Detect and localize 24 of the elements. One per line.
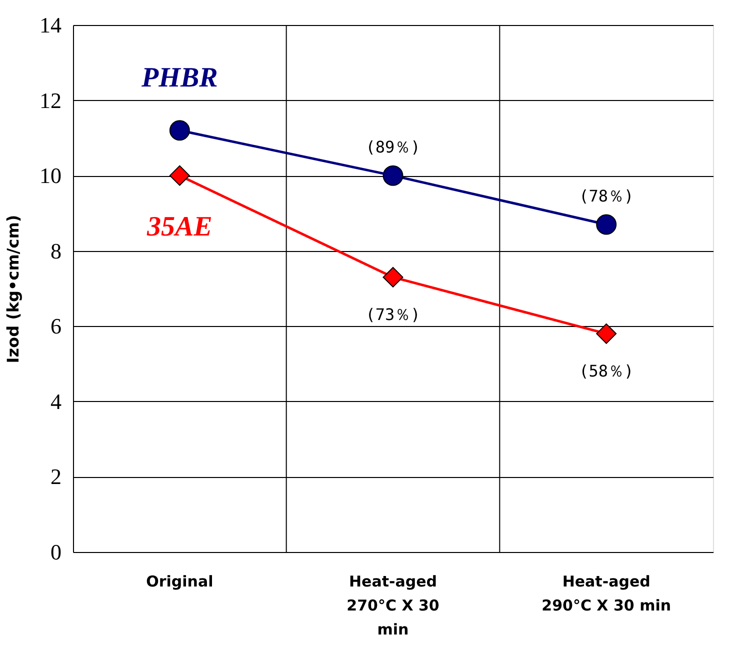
series-label: PHBR xyxy=(140,62,218,94)
y-tick-label: 4 xyxy=(50,388,62,414)
y-tick-label: 8 xyxy=(50,238,62,264)
annotation: (89％) xyxy=(366,138,420,157)
annotation: (78％) xyxy=(579,186,634,206)
point xyxy=(169,165,190,186)
annotation: (73％) xyxy=(366,305,420,324)
annotation: (58％) xyxy=(579,362,634,381)
x-tick-label: Heat-aged 270°C X 30 min xyxy=(346,572,440,638)
point xyxy=(596,323,617,344)
point xyxy=(382,165,404,186)
y-tick-label: 12 xyxy=(40,88,62,113)
point xyxy=(382,266,404,288)
x-tick-label: Original xyxy=(146,572,214,590)
y-tick-label: 2 xyxy=(50,464,62,490)
y-tick-label: 10 xyxy=(40,163,62,188)
y-axis-title: Izod (kg•cm/cm) xyxy=(4,214,22,364)
y-tick-label: 6 xyxy=(50,314,62,339)
y-tick-label: 14 xyxy=(40,12,62,38)
series-label: 35AE xyxy=(146,212,212,243)
x-tick-label: Heat-aged 290°C X 30 min xyxy=(542,572,672,614)
point xyxy=(169,120,190,141)
y-tick-label: 0 xyxy=(50,540,62,564)
point xyxy=(596,214,617,235)
